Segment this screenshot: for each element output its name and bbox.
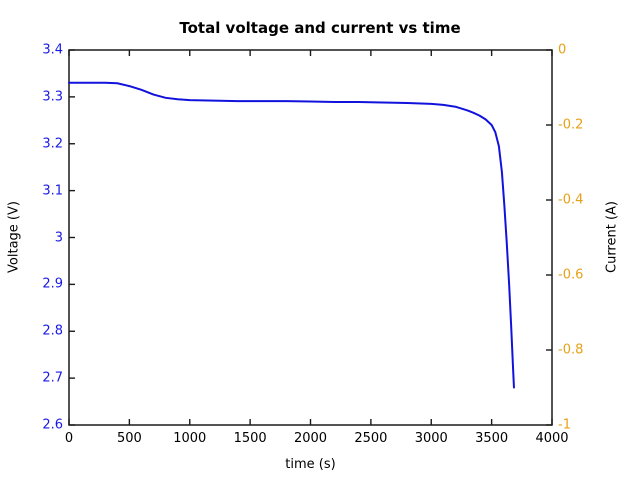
y-left-tick-label: 3.2 (42, 136, 63, 152)
y-left-tick-label: 3.1 (42, 183, 63, 199)
x-axis-label: time (s) (285, 457, 336, 472)
x-tick-label: 3500 (475, 431, 509, 446)
y-axis-label-left: Voltage (V) (6, 201, 22, 273)
x-tick-label: 4000 (535, 431, 569, 446)
x-tick-label: 3000 (414, 431, 448, 446)
plot-border (68, 49, 553, 426)
y-left-tick-label: 2.9 (42, 276, 63, 292)
y-right-tick-label: -1 (558, 417, 571, 433)
y-right-tick-label: -0.2 (558, 117, 584, 133)
y-axis-label-right: Current (A) (604, 201, 620, 273)
y-right-tick-label: 0 (558, 42, 567, 58)
y-left-tick-label: 2.8 (42, 323, 63, 339)
x-tick-label: 500 (116, 431, 142, 446)
y-left-tick-label: 3.4 (42, 42, 63, 58)
y-left-tick-label: 2.6 (42, 417, 63, 433)
x-tick-label: 2500 (354, 431, 388, 446)
y-left-tick-label: 3.3 (42, 89, 63, 105)
x-tick-label: 1000 (173, 431, 207, 446)
x-tick-label: 1500 (233, 431, 267, 446)
y-left-tick-label: 3 (54, 230, 63, 245)
x-tick-label: 0 (64, 431, 74, 446)
y-right-tick-label: -0.8 (558, 342, 584, 358)
y-left-tick-label: 2.7 (42, 370, 63, 386)
chart-title: Total voltage and current vs time (179, 19, 461, 37)
x-tick-label: 2000 (293, 431, 328, 446)
series-total-voltage (68, 81, 515, 389)
y-right-tick-label: -0.6 (558, 267, 584, 283)
y-right-tick-label: -0.4 (558, 192, 584, 208)
